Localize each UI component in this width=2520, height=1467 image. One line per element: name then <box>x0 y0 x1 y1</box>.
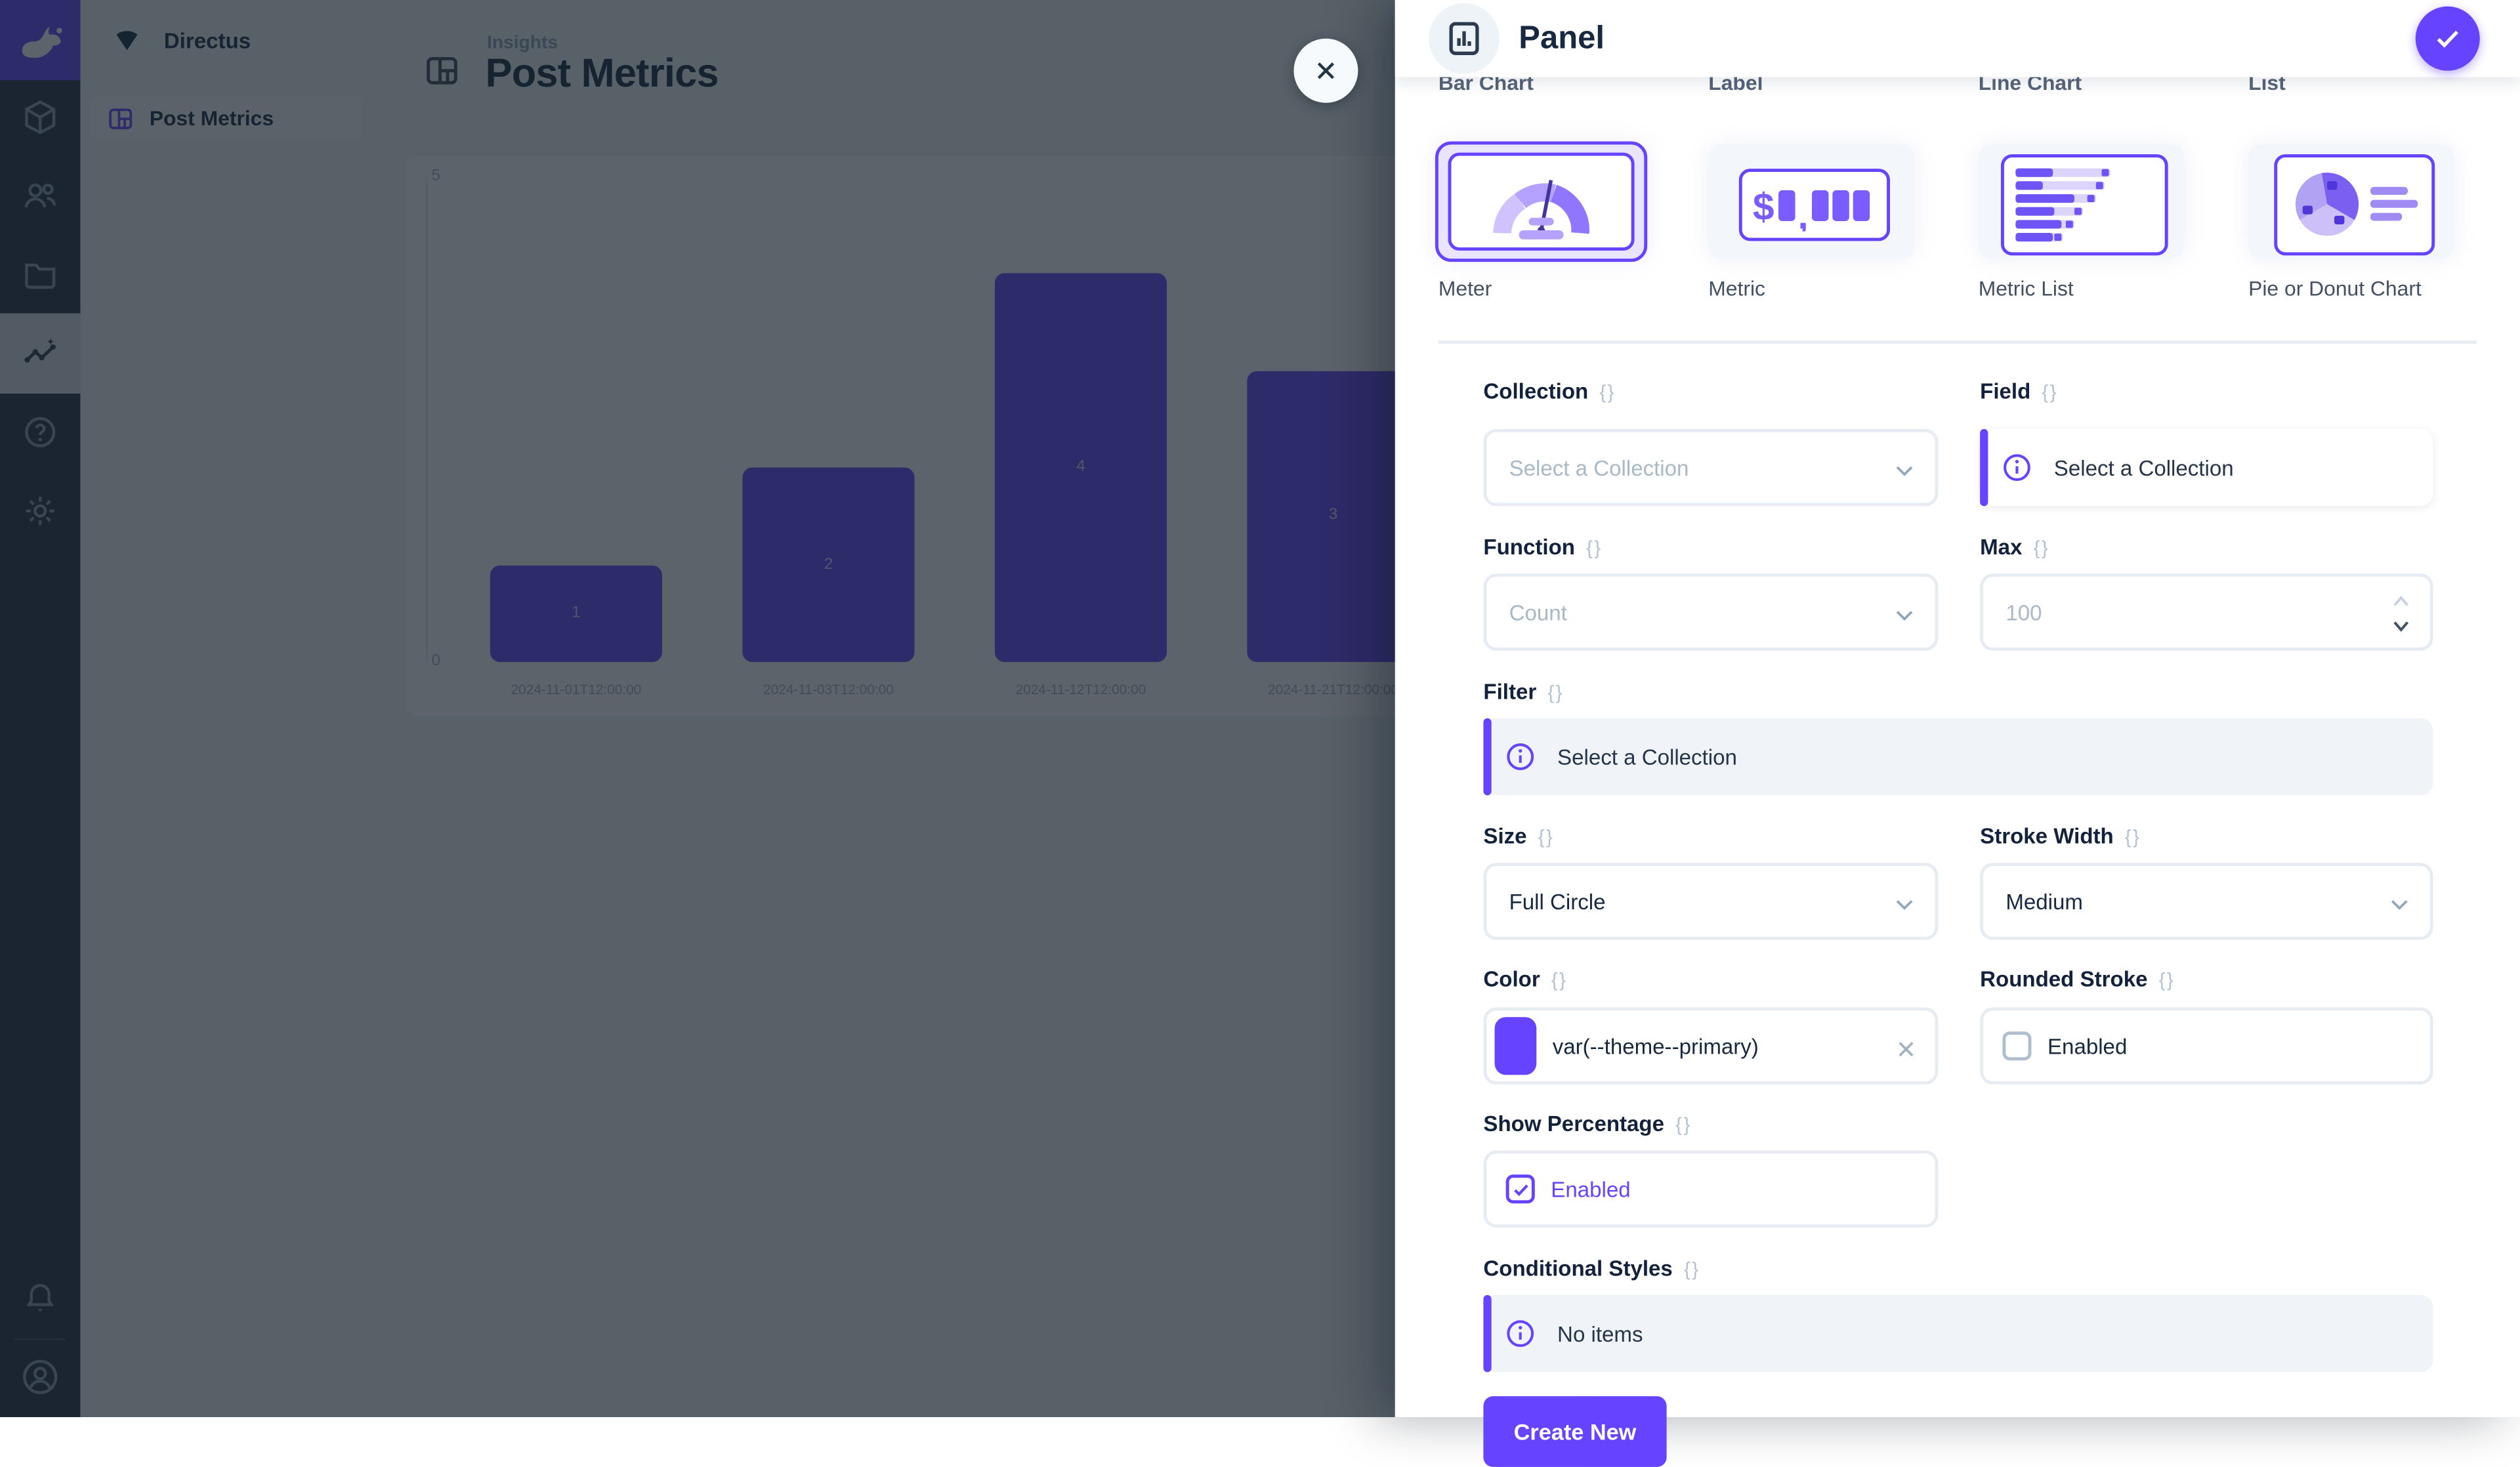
show-percentage-toggle[interactable]: Enabled <box>1483 1150 1939 1228</box>
meter-gauge-icon <box>1493 178 1589 239</box>
function-select[interactable]: Count <box>1483 573 1939 651</box>
filter-label: Filter{} <box>1483 679 1564 704</box>
chevron-down-icon <box>2391 899 2408 910</box>
raw-value-icon[interactable]: {} <box>2158 968 2175 991</box>
panel-drawer: Bar Chart Label Line Chart List Panel <box>1395 0 2520 1467</box>
panel-type-card-metric[interactable]: $ , <box>1708 144 1914 259</box>
info-icon <box>1507 1320 1534 1348</box>
raw-value-icon[interactable]: {} <box>2042 380 2058 403</box>
metric-list-icon <box>2015 167 2110 241</box>
notice-accent-bar <box>1483 718 1492 796</box>
checkbox-checked[interactable] <box>1505 1174 1535 1204</box>
color-input[interactable]: var(--theme--primary) <box>1483 1007 1939 1085</box>
panel-type-card-metric-list[interactable] <box>1978 144 2185 259</box>
size-select[interactable]: Full Circle <box>1483 863 1939 940</box>
info-icon <box>2004 454 2030 482</box>
pie-chart-icon <box>2295 171 2418 236</box>
raw-value-icon[interactable]: {} <box>2124 825 2141 848</box>
raw-value-icon[interactable]: {} <box>1683 1257 1700 1280</box>
svg-text:$: $ <box>1753 185 1774 228</box>
filter-notice: Select a Collection <box>1483 718 2433 796</box>
close-button[interactable] <box>1293 38 1358 103</box>
notice-accent-bar <box>1483 1294 1492 1373</box>
color-label: Color{} <box>1483 967 1568 992</box>
field-label: Field{} <box>1980 379 2058 403</box>
clear-x-icon[interactable] <box>1893 1037 1919 1062</box>
field-notice: Select a Collection <box>1980 428 2433 506</box>
panel-type-card-pie[interactable] <box>2248 144 2454 259</box>
raw-value-icon[interactable]: {} <box>1547 680 1564 703</box>
max-number-input[interactable]: 100 <box>1980 573 2433 651</box>
svg-text:,: , <box>1797 194 1808 231</box>
panel-type-name-metric: Metric <box>1708 276 1765 300</box>
drawer-header: Panel <box>1395 0 2520 77</box>
divider <box>1438 341 2477 343</box>
close-icon <box>1317 62 1334 79</box>
chevron-down-icon <box>1896 611 1913 621</box>
color-swatch[interactable] <box>1494 1017 1537 1075</box>
check-icon <box>1513 1184 1528 1195</box>
stepper-down-icon[interactable] <box>2388 615 2414 638</box>
checkbox-unchecked[interactable] <box>2002 1031 2032 1061</box>
max-label: Max{} <box>1980 535 2050 560</box>
panel-type-name-metric-list: Metric List <box>1978 276 2074 300</box>
raw-value-icon[interactable]: {} <box>1538 825 1555 848</box>
stroke-width-select[interactable]: Medium <box>1980 863 2433 940</box>
metric-number-icon: $ , <box>1753 185 1870 231</box>
rounded-stroke-toggle[interactable]: Enabled <box>1980 1007 2433 1085</box>
create-new-button[interactable]: Create New <box>1483 1396 1667 1467</box>
function-label: Function{} <box>1483 535 1603 560</box>
conditional-styles-notice: No items <box>1483 1294 2433 1373</box>
stepper-up-icon[interactable] <box>2388 590 2414 612</box>
panel-type-card-meter[interactable] <box>1435 141 1648 262</box>
panel-type-name-pie: Pie or Donut Chart <box>2248 276 2422 300</box>
raw-value-icon[interactable]: {} <box>1586 535 1603 559</box>
size-label: Size{} <box>1483 824 1555 849</box>
panel-chart-icon <box>1429 3 1500 74</box>
raw-value-icon[interactable]: {} <box>1675 1112 1692 1136</box>
stroke-width-label: Stroke Width{} <box>1980 824 2141 849</box>
save-button[interactable] <box>2415 6 2480 71</box>
rounded-stroke-label: Rounded Stroke{} <box>1980 967 2175 992</box>
conditional-styles-label: Conditional Styles{} <box>1483 1256 1700 1281</box>
notice-accent-bar <box>1980 428 1988 506</box>
panel-type-name-meter: Meter <box>1438 276 1492 300</box>
info-icon <box>1507 743 1534 770</box>
raw-value-icon[interactable]: {} <box>2033 535 2050 559</box>
collection-label: Collection{} <box>1483 379 1616 403</box>
chevron-down-icon <box>1896 466 1913 476</box>
raw-value-icon[interactable]: {} <box>1551 968 1568 991</box>
check-icon <box>2437 30 2459 48</box>
raw-value-icon[interactable]: {} <box>1599 380 1616 403</box>
chevron-down-icon <box>1896 899 1913 910</box>
collection-select[interactable]: Select a Collection <box>1483 428 1939 506</box>
show-percentage-label: Show Percentage{} <box>1483 1111 1692 1136</box>
drawer-title: Panel <box>1519 20 1605 56</box>
